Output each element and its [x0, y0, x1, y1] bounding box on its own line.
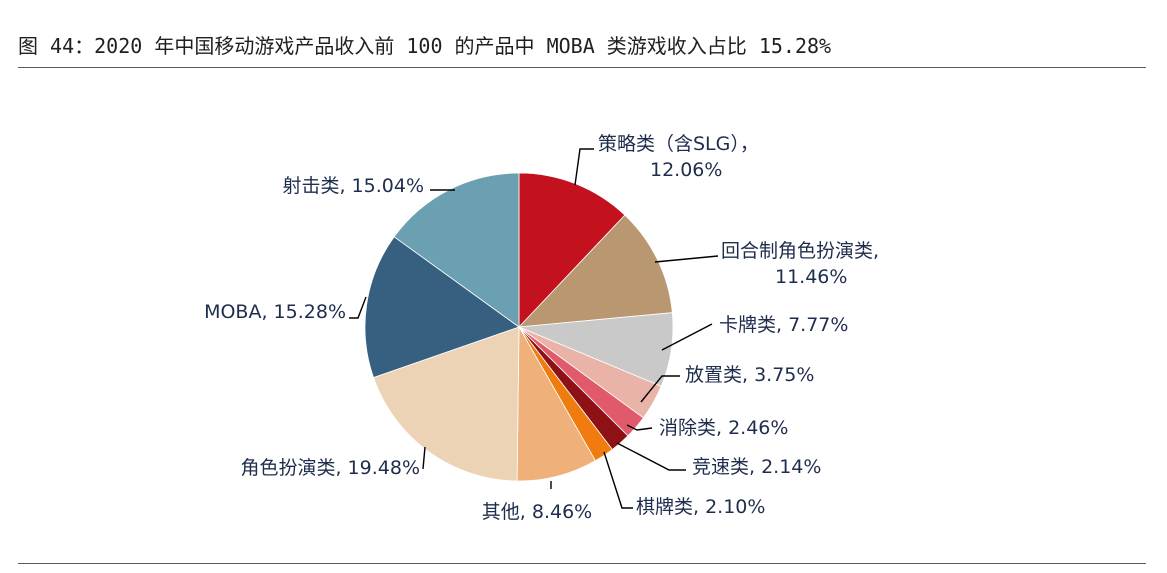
slice-value-0: 12.06% [650, 159, 722, 181]
leader-line-3 [640, 375, 680, 403]
slice-category-2: 卡牌类, [719, 314, 788, 336]
leader-line-9 [349, 296, 367, 319]
slice-label-2-line-0: 卡牌类, 7.77% [719, 314, 848, 336]
slice-category-6: 棋牌类, [636, 496, 705, 518]
title-divider [18, 67, 1146, 68]
slice-label-1-line-1: 11.46% [775, 266, 847, 288]
slice-value-5: 2.14% [761, 456, 821, 478]
leader-line-1 [654, 255, 719, 263]
pie-slice-1 [517, 214, 673, 328]
slice-label-9-line-0: MOBA, 15.28% [204, 301, 346, 323]
slice-label-3-line-0: 放置类, 3.75% [685, 364, 814, 386]
bottom-divider [18, 563, 1146, 564]
slice-label-4-line-0: 消除类, 2.46% [659, 417, 788, 439]
slice-value-9: 15.28% [274, 301, 346, 323]
slice-value-1: 11.46% [775, 266, 847, 288]
slice-category-10: 射击类, [282, 175, 351, 197]
slice-labels: 策略类（含SLG）， 12.06% 回合制角色扮演类, 11.46% 卡牌类, 7.77… [204, 133, 879, 523]
figure-title: 图 44：2020 年中国移动游戏产品收入前 100 的产品中 MOBA 类游戏… [18, 34, 832, 58]
slice-category-5: 竞速类, [692, 456, 761, 478]
slice-value-6: 2.10% [705, 496, 765, 518]
leader-line-6 [603, 451, 633, 509]
slice-category-9: MOBA, [204, 301, 273, 323]
slice-category-3: 放置类, [685, 364, 754, 386]
slice-value-10: 15.04% [352, 175, 424, 197]
leader-line-4 [626, 424, 653, 431]
leader-line-2 [661, 323, 713, 351]
slice-label-1-line-0: 回合制角色扮演类, [721, 240, 879, 262]
slice-value-3: 3.75% [754, 364, 814, 386]
slice-category-0: 策略类（含SLG）， [598, 133, 759, 155]
pie-slice-8 [373, 326, 520, 482]
slice-value-7: 8.46% [532, 501, 592, 523]
slice-category-7: 其他, [482, 501, 532, 523]
pie-slices [364, 172, 674, 482]
leader-line-8 [422, 446, 426, 470]
pie-slice-0 [518, 172, 626, 329]
slice-category-8: 角色扮演类, [240, 457, 347, 479]
leader-line-5 [616, 442, 686, 471]
slice-label-5-line-0: 竞速类, 2.14% [692, 456, 821, 478]
slice-category-4: 消除类, [659, 417, 728, 439]
slice-value-4: 2.46% [728, 417, 788, 439]
slice-category-1: 回合制角色扮演类, [721, 240, 879, 262]
slice-label-6-line-0: 棋牌类, 2.10% [636, 496, 765, 518]
slice-label-10-line-0: 射击类, 15.04% [282, 175, 424, 197]
slice-label-0-line-0: 策略类（含SLG）， [598, 133, 759, 155]
slice-label-7-line-0: 其他, 8.46% [482, 501, 592, 523]
leader-line-0 [574, 148, 594, 186]
leader-lines [349, 148, 719, 509]
slice-label-8-line-0: 角色扮演类, 19.48% [240, 457, 420, 479]
slice-value-8: 19.48% [348, 457, 420, 479]
slice-label-0-line-1: 12.06% [650, 159, 722, 181]
pie-slice-9 [364, 236, 520, 379]
slice-value-2: 7.77% [788, 314, 848, 336]
